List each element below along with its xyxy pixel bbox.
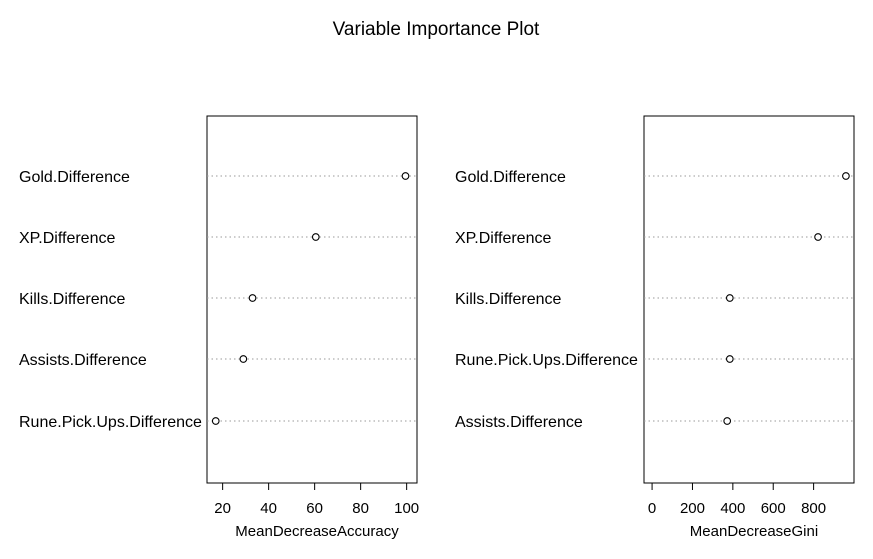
category-label: XP.Difference: [455, 230, 551, 247]
data-point: [723, 417, 732, 425]
x-tick-label: 400: [720, 500, 745, 517]
category-label: Rune.Pick.Ups.Difference: [455, 352, 638, 369]
x-tick-label: 0: [648, 500, 656, 517]
x-tick-label: 600: [761, 500, 786, 517]
data-point: [248, 294, 257, 302]
data-point: [725, 355, 734, 363]
category-label: XP.Difference: [19, 230, 115, 247]
x-tick-label: 100: [394, 500, 419, 517]
panel-1: Gold.Difference XP.Difference Kills.Differ…: [19, 115, 419, 540]
data-point: [725, 294, 734, 302]
x-tick-label: 80: [352, 500, 369, 517]
x-tick-label: 800: [801, 500, 826, 517]
x-axis-title: MeanDecreaseAccuracy: [235, 523, 399, 540]
category-label: Rune.Pick.Ups.Difference: [19, 414, 202, 431]
panel-2: Gold.Difference XP.Difference Kills.Differ…: [455, 115, 855, 540]
plot-frame: [643, 115, 855, 484]
data-point: [311, 233, 320, 241]
data-point: [842, 172, 850, 180]
x-tick-label: 200: [680, 500, 705, 517]
data-point: [401, 172, 410, 180]
x-tick-label: 40: [260, 500, 277, 517]
category-label: Gold.Difference: [19, 169, 130, 186]
category-label: Gold.Difference: [455, 169, 566, 186]
category-label: Assists.Difference: [455, 414, 583, 431]
plot-frame: [206, 115, 418, 484]
category-label: Kills.Difference: [19, 291, 126, 308]
category-label: Assists.Difference: [19, 352, 147, 369]
x-tick-label: 20: [214, 500, 231, 517]
x-axis-title: MeanDecreaseGini: [690, 523, 818, 540]
chart-title: Variable Importance Plot: [333, 19, 540, 40]
data-point: [814, 233, 822, 241]
category-label: Kills.Difference: [455, 291, 562, 308]
x-tick-label: 60: [306, 500, 323, 517]
data-point: [211, 417, 220, 425]
data-point: [239, 355, 248, 363]
